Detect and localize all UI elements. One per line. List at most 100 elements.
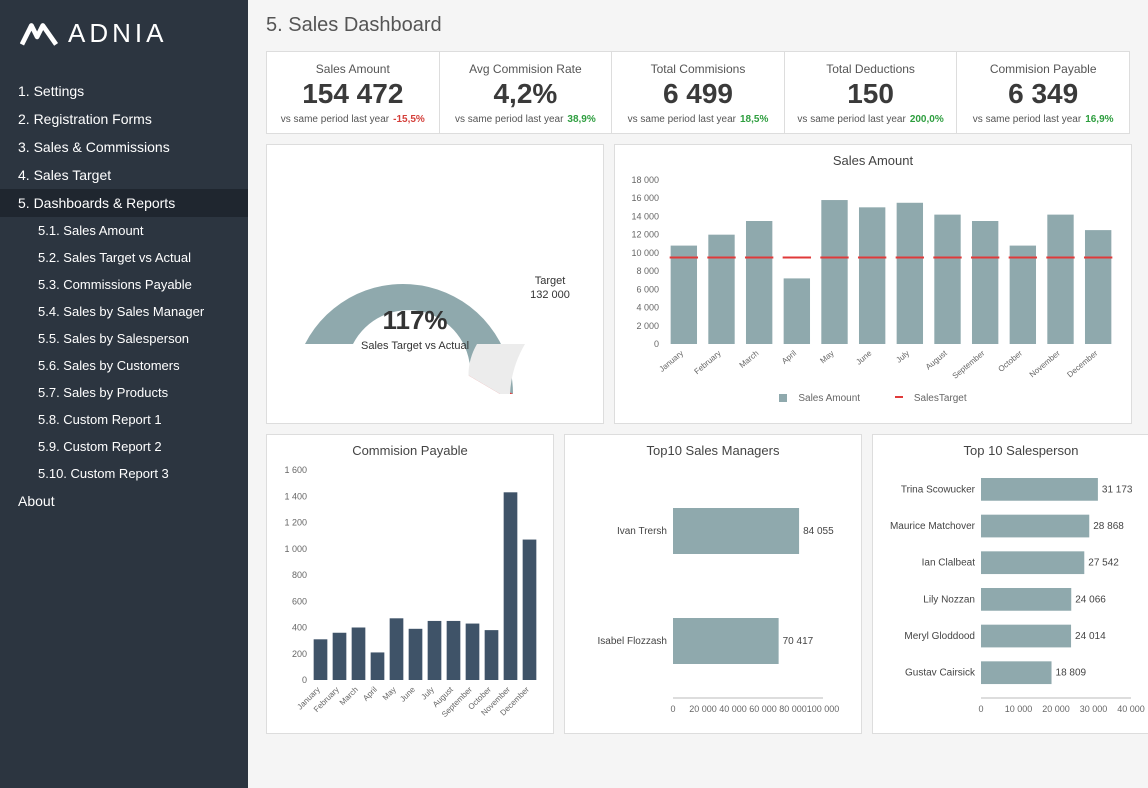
- nav-item[interactable]: 1. Settings: [0, 77, 248, 105]
- svg-text:August: August: [924, 348, 949, 371]
- svg-text:84 055: 84 055: [803, 526, 834, 537]
- svg-text:12 000: 12 000: [631, 230, 659, 240]
- brand-text: ADNIA: [68, 18, 167, 49]
- svg-text:28 868: 28 868: [1093, 521, 1124, 532]
- svg-text:Sales Target vs Actual: Sales Target vs Actual: [361, 340, 469, 352]
- kpi: Commision Payable 6 349 vs same period l…: [957, 52, 1129, 133]
- gauge-card: 117% Sales Target vs Actual Target 132 000: [266, 144, 604, 424]
- brand-logo: ADNIA: [0, 18, 248, 77]
- nav-item[interactable]: 5. Dashboards & Reports: [0, 189, 248, 217]
- nav-item[interactable]: 5.5. Sales by Salesperson: [0, 325, 248, 352]
- commission-card: Commision Payable 02004006008001 0001 20…: [266, 434, 554, 734]
- svg-text:October: October: [997, 348, 1025, 373]
- svg-text:18 809: 18 809: [1056, 668, 1087, 679]
- svg-text:18 000: 18 000: [631, 175, 659, 185]
- svg-text:April: April: [361, 685, 379, 703]
- nav-item[interactable]: 5.4. Sales by Sales Manager: [0, 298, 248, 325]
- nav-item[interactable]: 5.8. Custom Report 1: [0, 406, 248, 433]
- svg-text:132 000: 132 000: [530, 289, 570, 301]
- svg-text:1 600: 1 600: [284, 465, 307, 475]
- managers-title: Top10 Sales Managers: [573, 443, 853, 458]
- sales-amount-title: Sales Amount: [623, 153, 1123, 168]
- svg-text:40 000: 40 000: [1117, 704, 1145, 714]
- svg-text:September: September: [951, 348, 987, 380]
- svg-text:May: May: [381, 685, 398, 702]
- sales-amount-card: Sales Amount 02 0004 0006 0008 00010 000…: [614, 144, 1132, 424]
- svg-text:0: 0: [670, 704, 675, 714]
- salesperson-chart: Trina Scowucker 31 173 Maurice Matchover 28…: [881, 464, 1148, 724]
- svg-text:Trina Scowucker: Trina Scowucker: [901, 484, 976, 495]
- svg-text:Gustav Cairsick: Gustav Cairsick: [905, 668, 976, 679]
- svg-text:4 000: 4 000: [636, 303, 659, 313]
- gauge-chart: 117% Sales Target vs Actual Target 132 000: [275, 174, 595, 394]
- nav-item[interactable]: 5.2. Sales Target vs Actual: [0, 244, 248, 271]
- svg-text:800: 800: [292, 570, 307, 580]
- svg-text:31 173: 31 173: [1102, 484, 1133, 495]
- svg-text:Meryl Gloddood: Meryl Gloddood: [904, 631, 975, 642]
- svg-text:Ian Clalbeat: Ian Clalbeat: [922, 558, 976, 569]
- svg-text:November: November: [1028, 348, 1062, 379]
- main: 5. Sales Dashboard Sales Amount 154 472 …: [248, 0, 1148, 788]
- svg-text:10 000: 10 000: [1005, 704, 1033, 714]
- commission-chart: 02004006008001 0001 2001 4001 600January…: [275, 464, 545, 724]
- kpi: Sales Amount 154 472 vs same period last…: [267, 52, 440, 133]
- nav-item[interactable]: 3. Sales & Commissions: [0, 133, 248, 161]
- svg-text:117%: 117%: [382, 305, 447, 335]
- svg-text:8 000: 8 000: [636, 266, 659, 276]
- nav-item[interactable]: 2. Registration Forms: [0, 105, 248, 133]
- brand-icon: [20, 19, 58, 49]
- svg-text:40 000: 40 000: [719, 704, 747, 714]
- svg-text:Target: Target: [535, 275, 566, 287]
- sales-legend: Sales Amount SalesTarget: [623, 393, 1123, 404]
- svg-text:0: 0: [654, 339, 659, 349]
- svg-text:27 542: 27 542: [1088, 558, 1119, 569]
- page-title: 5. Sales Dashboard: [266, 14, 1130, 37]
- svg-text:80 000: 80 000: [779, 704, 807, 714]
- svg-text:16 000: 16 000: [631, 193, 659, 203]
- svg-text:1 200: 1 200: [284, 518, 307, 528]
- nav-item[interactable]: 5.9. Custom Report 2: [0, 433, 248, 460]
- svg-text:2 000: 2 000: [636, 321, 659, 331]
- svg-text:April: April: [780, 349, 798, 366]
- svg-text:May: May: [818, 349, 835, 366]
- svg-text:200: 200: [292, 649, 307, 659]
- svg-text:24 066: 24 066: [1075, 594, 1106, 605]
- svg-text:March: March: [738, 349, 761, 370]
- svg-text:February: February: [692, 349, 722, 376]
- svg-text:400: 400: [292, 623, 307, 633]
- salesperson-card: Top 10 Salesperson Trina Scowucker 31 173…: [872, 434, 1148, 734]
- nav-item[interactable]: 5.6. Sales by Customers: [0, 352, 248, 379]
- svg-text:Isabel Flozzash: Isabel Flozzash: [598, 636, 667, 647]
- svg-text:10 000: 10 000: [631, 248, 659, 258]
- svg-text:70 417: 70 417: [783, 636, 814, 647]
- nav-item[interactable]: 5.3. Commissions Payable: [0, 271, 248, 298]
- nav-item[interactable]: 5.1. Sales Amount: [0, 217, 248, 244]
- svg-text:January: January: [658, 349, 686, 374]
- nav-list: 1. Settings2. Registration Forms3. Sales…: [0, 77, 248, 515]
- svg-text:June: June: [854, 348, 873, 366]
- nav-item[interactable]: 5.7. Sales by Products: [0, 379, 248, 406]
- nav-item[interactable]: About: [0, 487, 248, 515]
- svg-text:100 000: 100 000: [807, 704, 840, 714]
- commission-title: Commision Payable: [275, 443, 545, 458]
- svg-text:24 014: 24 014: [1075, 631, 1106, 642]
- nav-item[interactable]: 4. Sales Target: [0, 161, 248, 189]
- salesperson-title: Top 10 Salesperson: [881, 443, 1148, 458]
- kpi-row: Sales Amount 154 472 vs same period last…: [266, 51, 1130, 134]
- svg-text:July: July: [894, 349, 911, 365]
- svg-text:20 000: 20 000: [1042, 704, 1070, 714]
- svg-text:20 000: 20 000: [689, 704, 717, 714]
- svg-text:30 000: 30 000: [1080, 704, 1108, 714]
- nav-item[interactable]: 5.10. Custom Report 3: [0, 460, 248, 487]
- sales-amount-chart: 02 0004 0006 0008 00010 00012 00014 0001…: [623, 174, 1123, 384]
- managers-card: Top10 Sales Managers Ivan Trersh 84 055 Is…: [564, 434, 862, 734]
- svg-text:0: 0: [302, 675, 307, 685]
- svg-text:December: December: [1065, 348, 1099, 379]
- kpi: Avg Commision Rate 4,2% vs same period l…: [440, 52, 613, 133]
- svg-text:0: 0: [978, 704, 983, 714]
- svg-text:Lily Nozzan: Lily Nozzan: [923, 594, 975, 605]
- managers-chart: Ivan Trersh 84 055 Isabel Flozzash 70 417 0 2…: [573, 464, 853, 724]
- svg-text:Ivan Trersh: Ivan Trersh: [617, 526, 667, 537]
- svg-text:1 400: 1 400: [284, 491, 307, 501]
- svg-text:Maurice Matchover: Maurice Matchover: [890, 521, 976, 532]
